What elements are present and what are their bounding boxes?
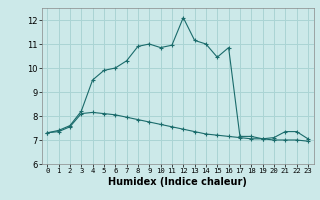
X-axis label: Humidex (Indice chaleur): Humidex (Indice chaleur) bbox=[108, 177, 247, 187]
